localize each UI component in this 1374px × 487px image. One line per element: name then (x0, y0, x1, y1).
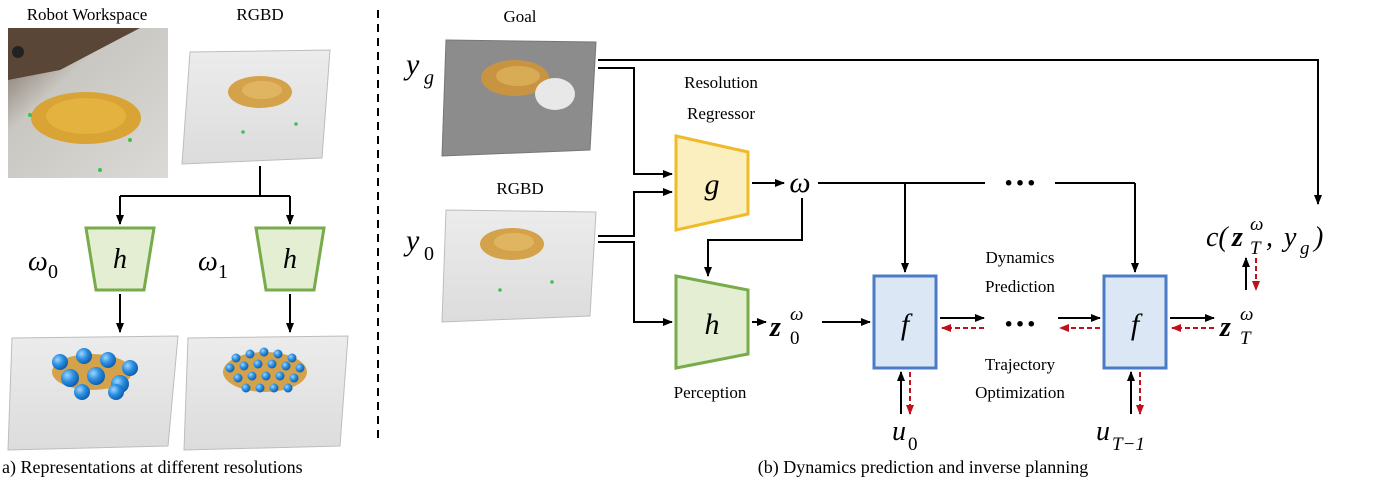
h-left-label: h (113, 244, 127, 275)
rgbd-image-left (181, 49, 331, 165)
goal-image (441, 39, 597, 157)
connectors (598, 59, 1322, 414)
yg-subscript: g (424, 67, 434, 89)
cost-y-subscript: g (1300, 238, 1310, 259)
caption-right: (b) Dynamics prediction and inverse plan… (758, 457, 1088, 478)
cost-comma: , (1266, 222, 1273, 253)
trajectory-label-line1: Trajectory (985, 355, 1056, 374)
z0-superscript: ω (790, 304, 803, 325)
split-connector (116, 166, 294, 225)
u0-subscript: 0 (908, 434, 918, 455)
perception-h-block (674, 274, 750, 370)
perception-h-left (84, 226, 156, 292)
particles-fine-image (183, 335, 349, 451)
rgbd-title-right: RGBD (496, 179, 543, 198)
zT-symbol: z (1219, 312, 1231, 343)
perception-label: Perception (674, 383, 747, 402)
zT-subscript: T (1240, 328, 1252, 349)
h-right-label: h (283, 244, 297, 275)
regressor-label-line2: Regressor (687, 104, 755, 123)
z0-symbol: z (769, 312, 781, 343)
dynamics-label-line1: Dynamics (986, 248, 1055, 267)
yg-symbol: y (403, 48, 420, 81)
particles-coarse-image (7, 335, 179, 451)
caption-left: a) Representations at different resoluti… (2, 457, 303, 478)
goal-title: Goal (503, 7, 536, 26)
gradient-feedback-arrows (906, 258, 1260, 415)
omega1-subscript: 1 (218, 261, 228, 283)
rgbd-image-right (441, 209, 597, 323)
zT-superscript: ω (1240, 304, 1253, 325)
uT-symbol: u (1096, 416, 1110, 447)
cost-prefix: c( (1206, 222, 1229, 253)
regressor-g-block (674, 134, 750, 232)
u0-symbol: u (892, 416, 906, 447)
cost-superscript: ω (1250, 214, 1263, 235)
perception-h-right (254, 226, 326, 292)
y0-subscript: 0 (424, 243, 434, 265)
omega0-symbol: ω (28, 246, 48, 277)
omega1-symbol: ω (198, 246, 218, 277)
cost-close: ) (1312, 222, 1323, 253)
workspace-photo (8, 28, 168, 178)
ellipsis-top: ··· (1003, 165, 1037, 202)
z0-subscript: 0 (790, 328, 800, 349)
dynamics-f-block-2 (1102, 274, 1168, 370)
uT-subscript: T−1 (1112, 434, 1145, 455)
rgbd-title-left: RGBD (236, 5, 283, 24)
trajectory-label-line2: Optimization (975, 383, 1065, 402)
cost-y: y (1281, 222, 1297, 253)
ellipsis-middle: ··· (1003, 306, 1037, 343)
cost-subscript: T (1250, 238, 1262, 259)
workspace-title: Robot Workspace (27, 5, 148, 24)
omega0-subscript: 0 (48, 261, 58, 283)
h-label: h (705, 308, 720, 341)
omega-label: ω (789, 166, 810, 199)
dynamics-label-line2: Prediction (985, 277, 1055, 296)
regressor-label-line1: Resolution (684, 73, 758, 92)
cost-z: z (1231, 222, 1243, 253)
cost-expression: c( z ω T , y g ) (1206, 214, 1323, 259)
g-label: g (705, 168, 720, 201)
y0-symbol: y (403, 224, 420, 257)
dynamics-f-block-1 (872, 274, 938, 370)
